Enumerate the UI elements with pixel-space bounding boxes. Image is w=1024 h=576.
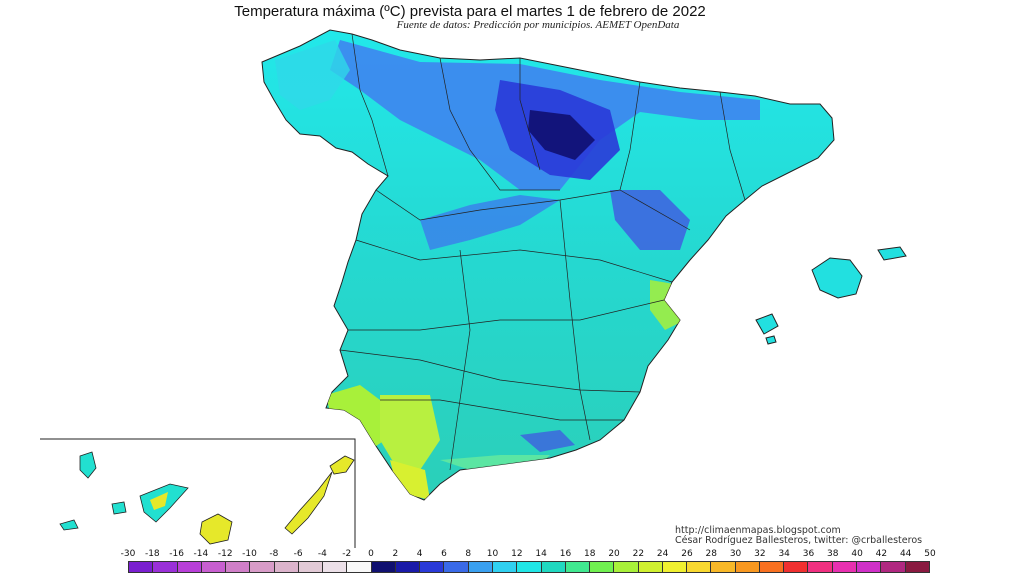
legend-swatch [226, 562, 251, 572]
legend-tick-label: 16 [559, 549, 572, 559]
map-title: Temperatura máxima (ºC) prevista para el… [234, 3, 706, 20]
legend-tick-label: 28 [705, 549, 717, 559]
legend-swatch [492, 562, 518, 572]
legend-swatch [808, 562, 833, 572]
legend-tick-label: -18 [144, 549, 160, 559]
legend-swatch [468, 562, 493, 572]
formentera [765, 335, 777, 345]
legend-tick-label: 40 [851, 549, 863, 559]
legend-swatch [638, 562, 663, 572]
legend-swatch [517, 562, 542, 572]
legend-swatch [662, 562, 688, 572]
warm-sevilla [380, 395, 440, 470]
legend-swatch [201, 562, 227, 572]
legend-swatch [371, 562, 396, 572]
deep-cold-core [528, 110, 595, 160]
el-hierro [59, 519, 79, 531]
legend-swatch [177, 562, 202, 572]
la-palma [79, 451, 97, 479]
credit-author: César Rodríguez Ballesteros, twitter: @c… [675, 535, 923, 546]
legend-tick-label: 24 [656, 549, 669, 559]
legend-swatch [347, 562, 372, 572]
legend-tick-label: 38 [827, 549, 839, 559]
legend-swatch [784, 562, 809, 572]
legend-swatch [565, 562, 591, 572]
menorca [877, 246, 907, 261]
legend-tick-label: 12 [511, 549, 523, 559]
legend-tick-label: 0 [368, 549, 374, 559]
cold-penibetica [520, 430, 575, 452]
mallorca [811, 257, 863, 299]
legend-tick-label: 26 [681, 549, 693, 559]
legend-tick-label: 4 [416, 549, 423, 559]
legend-tick-label: 34 [778, 549, 790, 559]
legend-swatch [541, 562, 566, 572]
legend-tick-label: 32 [754, 549, 766, 559]
lanzarote [329, 455, 355, 475]
legend-tick-label: 36 [802, 549, 815, 559]
canary-inset [40, 438, 356, 548]
legend-tick-label: -14 [193, 549, 209, 559]
ibiza [755, 313, 779, 335]
legend-swatch [153, 562, 178, 572]
legend-swatch [832, 562, 857, 572]
temperature-map [40, 29, 907, 548]
legend-swatch [444, 562, 469, 572]
legend-tick-label: 2 [392, 549, 399, 559]
legend-tick-label: -16 [169, 549, 184, 559]
legend-tick-label: 8 [465, 549, 472, 559]
legend-swatch [420, 562, 445, 572]
cold-iberico [610, 190, 690, 250]
legend-tick-label: 22 [632, 549, 645, 559]
legend-swatch [735, 562, 760, 572]
legend-swatch [323, 562, 348, 572]
legend-tick-label: -4 [317, 549, 327, 559]
legend-tick-label: 10 [486, 549, 499, 559]
legend-swatch [395, 562, 421, 572]
gran-canaria [199, 513, 233, 545]
legend-swatch [905, 562, 929, 572]
map-subtitle: Fuente de datos: Predicción por municipi… [396, 19, 680, 31]
legend-tick-label: 50 [924, 549, 936, 559]
legend-tick-label: 18 [584, 549, 596, 559]
legend-swatch [250, 562, 275, 572]
legend-tick-label: -2 [342, 549, 352, 559]
legend-ticks: -30 -18 -16 -14 -12 -10 -8 -6 -4 -2 0 2 4 6 8 10 12 14 16 1… [0, 549, 1024, 561]
legend-swatch [298, 562, 324, 572]
legend-tick-label: -12 [217, 549, 233, 559]
credit-url: http://climaenmapas.blogspot.com [675, 525, 841, 536]
legend-swatch [590, 562, 615, 572]
legend-swatch [687, 562, 712, 572]
fuerteventura [284, 471, 333, 535]
legend-tick-label: -30 [120, 549, 136, 559]
warmer-cadiz [390, 460, 430, 500]
legend-tick-label: -8 [269, 549, 279, 559]
legend-colorbar [128, 561, 930, 573]
legend-swatch [759, 562, 785, 572]
la-gomera [111, 501, 127, 515]
legend-tick-label: 6 [441, 549, 447, 559]
legend-swatch [274, 562, 299, 572]
legend-tick-label: 30 [729, 549, 742, 559]
cold-central [420, 195, 560, 250]
legend-swatch [129, 562, 154, 572]
legend-tick-label: -6 [293, 549, 303, 559]
balearic-islands [755, 246, 907, 345]
legend-tick-label: 42 [875, 549, 888, 559]
legend-tick-label: 20 [608, 549, 620, 559]
legend-tick-label: 44 [899, 549, 912, 559]
legend-swatch [711, 562, 736, 572]
peninsula [261, 29, 835, 501]
legend-swatch [856, 562, 882, 572]
legend-swatch [614, 562, 639, 572]
legend-swatch [881, 562, 906, 572]
legend-tick-label: -10 [242, 549, 257, 559]
legend-tick-label: 14 [535, 549, 547, 559]
region-borders [339, 33, 746, 471]
cool-galicia [275, 40, 350, 110]
